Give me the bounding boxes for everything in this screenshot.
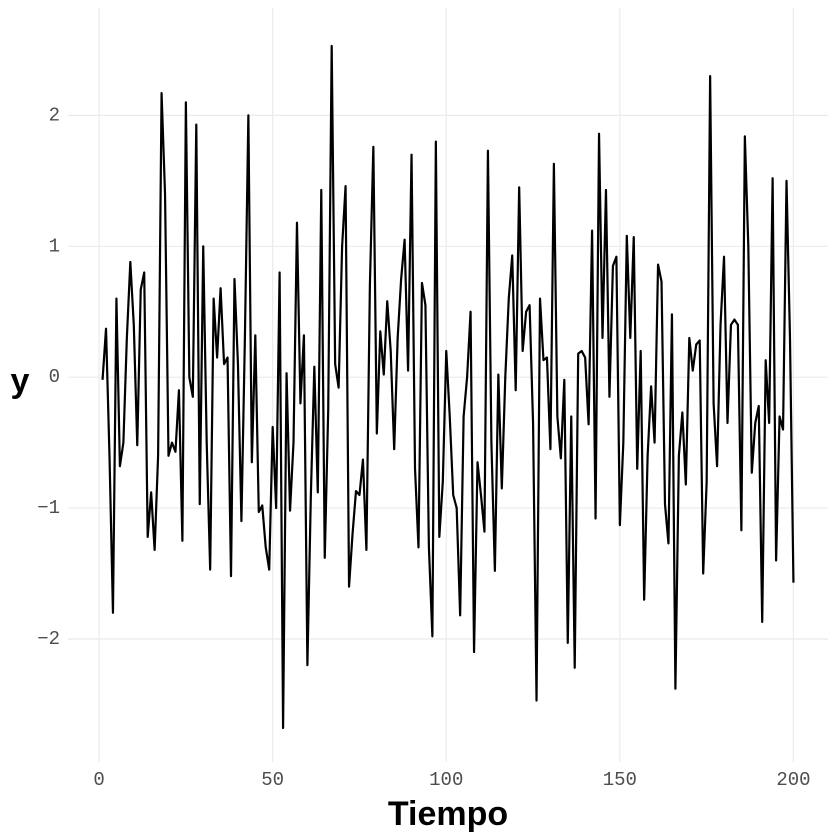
y-axis-title: y: [11, 362, 30, 400]
x-tick-label: 100: [429, 769, 463, 791]
x-tick-label: 200: [776, 769, 810, 791]
y-tick-label: 1: [49, 235, 60, 257]
x-axis-title: Tiempo: [388, 795, 508, 833]
series-line: [101, 44, 795, 730]
y-tick-label: 2: [49, 104, 60, 126]
x-tick-label: 150: [603, 769, 637, 791]
x-tick-label: 50: [261, 769, 284, 791]
y-tick-label: 0: [49, 366, 60, 388]
y-tick-label: −2: [37, 628, 60, 650]
x-tick-label: 0: [93, 769, 104, 791]
y-tick-label: −1: [37, 497, 60, 519]
